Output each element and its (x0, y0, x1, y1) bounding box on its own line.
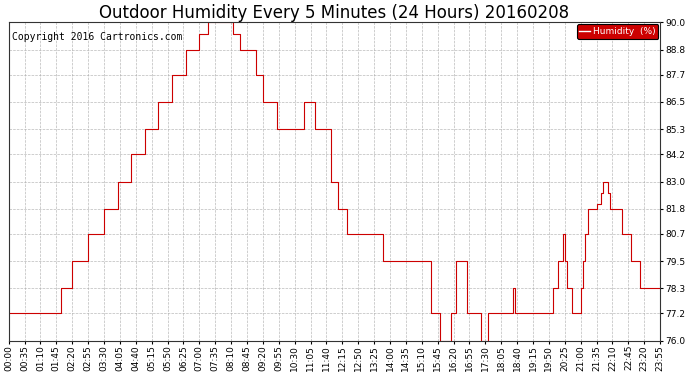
Title: Outdoor Humidity Every 5 Minutes (24 Hours) 20160208: Outdoor Humidity Every 5 Minutes (24 Hou… (99, 4, 569, 22)
Legend: Humidity  (%): Humidity (%) (577, 24, 658, 39)
Text: Copyright 2016 Cartronics.com: Copyright 2016 Cartronics.com (12, 32, 182, 42)
